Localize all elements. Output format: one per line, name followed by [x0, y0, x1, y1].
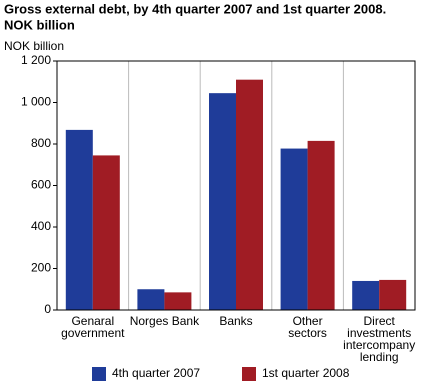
y-axis-label: NOK billion [4, 39, 64, 53]
x-tick-label-line: Norges Bank [130, 314, 200, 328]
x-tick-label: Genaral government [61, 314, 125, 340]
legend-label: 4th quarter 2007 [112, 366, 200, 380]
bar [379, 279, 407, 310]
bar [236, 79, 263, 310]
x-tick-label-line: Genaral [71, 314, 114, 328]
y-tick-label: 800 [31, 136, 51, 150]
x-tick-label-line: Other [293, 314, 323, 328]
chart-title: Gross external debt, by 4th quarter 2007… [4, 1, 386, 16]
y-tick-label: 1 000 [21, 95, 51, 109]
x-tick-label: Banks [219, 314, 252, 328]
x-tick-label-line: lending [360, 350, 399, 364]
x-tick-label: Norges Bank [130, 314, 200, 328]
x-tick-label-line: sectors [288, 326, 327, 340]
chart-title: NOK billion [4, 17, 75, 32]
bar [137, 289, 165, 310]
bar [65, 129, 93, 310]
x-tick-label-line: intercompany [343, 338, 415, 352]
x-tick-label-line: investments [347, 326, 411, 340]
legend-swatch [92, 367, 106, 381]
bar [280, 148, 308, 310]
bar [164, 292, 192, 310]
y-tick-label: 200 [31, 261, 51, 275]
legend-swatch [242, 367, 256, 381]
y-tick-label: 0 [44, 302, 51, 316]
bar [92, 155, 120, 310]
bar [307, 140, 335, 310]
x-tick-label-line: government [61, 326, 125, 340]
x-tick-label-line: Direct [364, 314, 396, 328]
x-tick-label: Other sectors [288, 314, 327, 340]
x-tick-label: Direct investments intercompany lending [343, 314, 415, 364]
legend-label: 1st quarter 2008 [262, 366, 350, 380]
y-tick-label: 600 [31, 178, 51, 192]
y-tick-label: 400 [31, 219, 51, 233]
bar [209, 93, 236, 310]
x-tick-label-line: Banks [219, 314, 252, 328]
bar [352, 280, 380, 310]
plot-frame [56, 60, 416, 311]
y-tick-label: 1 200 [21, 53, 51, 67]
